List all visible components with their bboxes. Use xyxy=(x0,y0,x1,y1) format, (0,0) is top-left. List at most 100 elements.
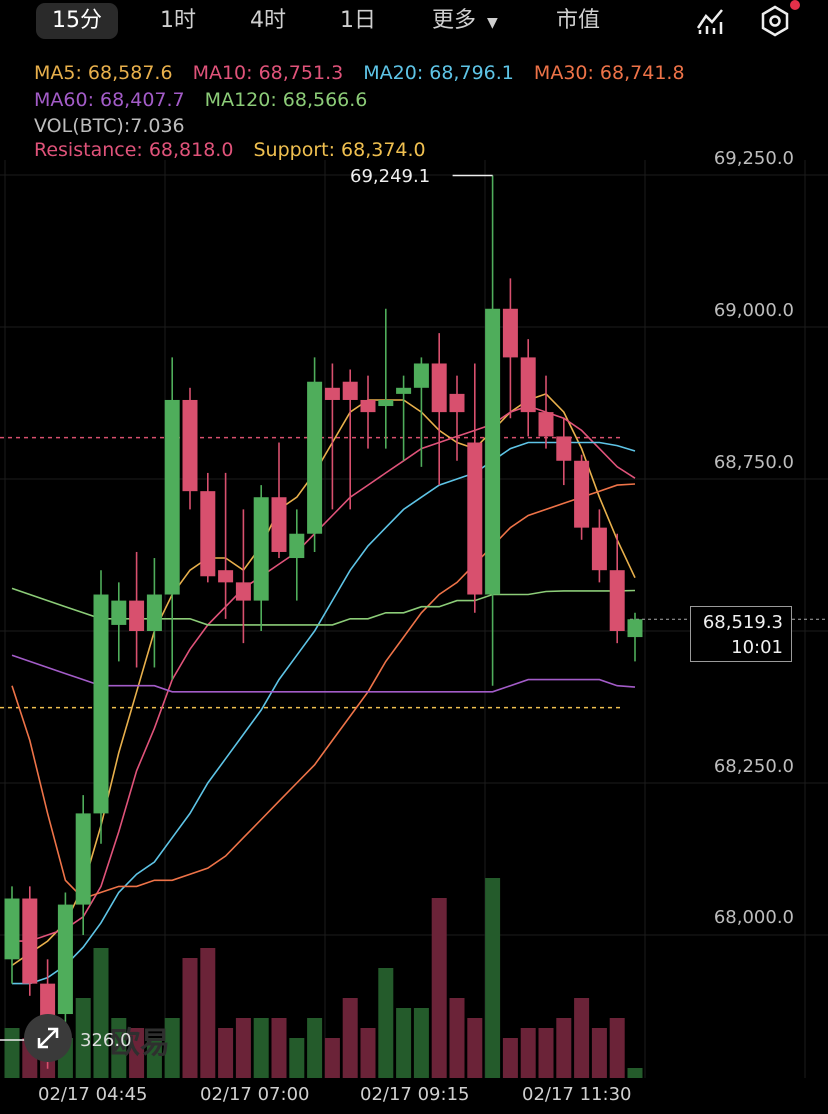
timeframe-toolbar: 15分 1时 4时 1日 更多 ▼ 市值 xyxy=(0,0,828,40)
candle-body xyxy=(485,308,501,595)
volume-bar xyxy=(253,1018,269,1078)
ma5-label: MA5: 68,587.6 xyxy=(34,62,173,84)
volume-bar xyxy=(467,1018,483,1078)
volume-max-label: 326.0 xyxy=(80,1030,132,1051)
ma20-line xyxy=(12,441,636,985)
candle-body xyxy=(413,363,429,388)
volume-bar xyxy=(93,948,109,1078)
expand-button[interactable] xyxy=(24,1014,72,1062)
candle-body xyxy=(609,570,625,631)
ma60-label: MA60: 68,407.7 xyxy=(34,89,185,111)
candle-body xyxy=(111,600,127,625)
volume-bar xyxy=(218,1028,234,1078)
candle-body xyxy=(502,308,518,358)
candle-body xyxy=(467,442,483,595)
candle-body xyxy=(235,582,251,601)
time-axis-label: 02/17 09:15 xyxy=(360,1084,470,1105)
volume-bar xyxy=(182,958,198,1078)
price-axis-label: 68,250.0 xyxy=(713,756,794,777)
candle-body xyxy=(253,497,269,601)
volume-bar xyxy=(200,948,216,1078)
time-axis-label: 02/17 11:30 xyxy=(522,1084,632,1105)
candle-body xyxy=(4,898,20,960)
ma5-line xyxy=(11,392,636,967)
expand-arrows-icon xyxy=(37,1027,59,1049)
tab-1day[interactable]: 1日 xyxy=(340,8,376,33)
volume-bar xyxy=(342,998,358,1078)
ma30-label: MA30: 68,741.8 xyxy=(533,62,685,84)
ma-legend-row2: MA60: 68,407.7 MA120: 68,566.6 xyxy=(34,89,381,111)
ma120-label: MA120: 68,566.6 xyxy=(204,89,368,111)
candle-body xyxy=(75,813,91,905)
candle-body xyxy=(22,898,38,984)
price-axis-label: 68,750.0 xyxy=(713,452,794,473)
candle-body xyxy=(538,412,554,437)
ma20-label: MA20: 68,796.1 xyxy=(363,62,514,84)
volume-bar xyxy=(289,1038,305,1078)
ma30-line xyxy=(11,483,636,900)
candle-body xyxy=(591,527,607,571)
volume-bar xyxy=(235,1018,251,1078)
candle-body xyxy=(556,436,572,461)
tab-more-label: 更多 xyxy=(432,8,477,33)
tab-4hour[interactable]: 4时 xyxy=(250,8,286,33)
price-axis-label: 69,000.0 xyxy=(713,300,794,321)
time-axis-label: 02/17 04:45 xyxy=(38,1084,148,1105)
volume-bar xyxy=(324,1038,340,1078)
candle-body xyxy=(146,594,162,631)
notification-dot xyxy=(790,0,800,10)
ma-legend-row1: MA5: 68,587.6 MA10: 68,751.3 MA20: 68,79… xyxy=(34,62,699,84)
vol-label: VOL(BTC):7.036 xyxy=(34,115,185,137)
candle-body xyxy=(200,491,216,577)
volume-bar xyxy=(360,1028,376,1078)
candle-body xyxy=(271,497,287,552)
candle-body xyxy=(289,533,305,559)
current-price-value: 68,519.3 xyxy=(702,612,783,633)
ma60-line xyxy=(11,654,636,693)
candle-body xyxy=(307,381,323,534)
candle-body xyxy=(57,904,73,1015)
chevron-down-icon: ▼ xyxy=(487,15,498,31)
candle-body xyxy=(218,570,234,583)
ma10-line xyxy=(12,405,636,942)
time-axis-label: 02/17 07:00 xyxy=(200,1084,310,1105)
candle-body xyxy=(378,399,394,407)
candle-body xyxy=(93,594,109,814)
watermark-logo: 欧易 xyxy=(110,1026,170,1061)
volume-bar xyxy=(591,1028,607,1078)
volume-bar xyxy=(485,878,501,1078)
max-price-marker: 69,249.1 xyxy=(350,166,431,187)
candle-body xyxy=(360,399,376,413)
candle-body xyxy=(627,619,643,638)
candle-body xyxy=(431,363,447,413)
tab-15min[interactable]: 15分 xyxy=(36,3,118,39)
volume-bar xyxy=(574,998,590,1078)
indicator-chart-icon[interactable] xyxy=(694,4,728,38)
resistance-label: Resistance: 68,818.0 xyxy=(34,139,234,161)
tab-market-cap[interactable]: 市值 xyxy=(556,8,601,33)
volume-bar xyxy=(627,1068,643,1078)
tab-1hour[interactable]: 1时 xyxy=(160,8,196,33)
settings-hexagon-icon[interactable] xyxy=(758,4,792,38)
candle-body xyxy=(164,399,180,595)
volume-bar xyxy=(609,1018,625,1078)
price-axis-label: 68,000.0 xyxy=(713,907,794,928)
level-legend: Resistance: 68,818.0 Support: 68,374.0 xyxy=(34,139,440,161)
candle-body xyxy=(129,600,145,631)
candle-body xyxy=(182,399,198,492)
volume-bar xyxy=(520,1028,536,1078)
candle-body xyxy=(449,393,465,413)
volume-bar xyxy=(449,998,465,1078)
candle-body xyxy=(324,387,340,400)
ma120-line xyxy=(11,587,636,626)
volume-bar xyxy=(378,968,394,1078)
volume-bar xyxy=(307,1018,323,1078)
candle-body xyxy=(342,381,358,400)
volume-bar xyxy=(538,1028,554,1078)
volume-bar xyxy=(396,1008,412,1078)
tab-more[interactable]: 更多 ▼ xyxy=(432,3,498,39)
price-axis-label: 69,250.0 xyxy=(713,148,794,169)
current-price-tag: 68,519.3 10:01 xyxy=(690,606,792,662)
volume-bar xyxy=(556,1018,572,1078)
volume-bar xyxy=(271,1018,287,1078)
